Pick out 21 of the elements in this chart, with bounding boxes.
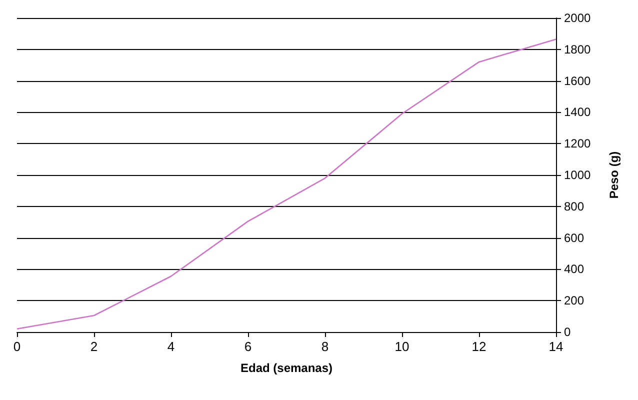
y-tick-label: 800 <box>564 199 584 214</box>
y-tick-label: 0 <box>564 325 571 339</box>
x-tick-label: 4 <box>167 339 175 354</box>
x-tick-label: 8 <box>321 339 329 354</box>
y-tick-label: 1400 <box>564 105 592 120</box>
y-tick-label: 1800 <box>564 42 592 56</box>
x-tick-label: 10 <box>394 339 410 354</box>
y-tick-label: 200 <box>564 294 584 308</box>
x-tick-label: 12 <box>472 339 486 354</box>
y-tick-label: 600 <box>564 230 584 245</box>
x-tick-label: 14 <box>548 339 564 354</box>
y-tick-label: 1200 <box>564 136 592 151</box>
y-tick-label: 400 <box>564 262 584 276</box>
x-tick-label: 6 <box>244 339 252 354</box>
x-tick-label: 0 <box>13 339 21 354</box>
x-axis-title: Edad (semanas) <box>240 361 333 375</box>
y-tick-label: 2000 <box>564 11 592 25</box>
y-axis-title: Peso (g) <box>607 151 621 199</box>
y-tick-label: 1000 <box>564 168 592 182</box>
y-tick-label: 1600 <box>564 74 592 88</box>
x-tick-label: 2 <box>90 339 98 354</box>
